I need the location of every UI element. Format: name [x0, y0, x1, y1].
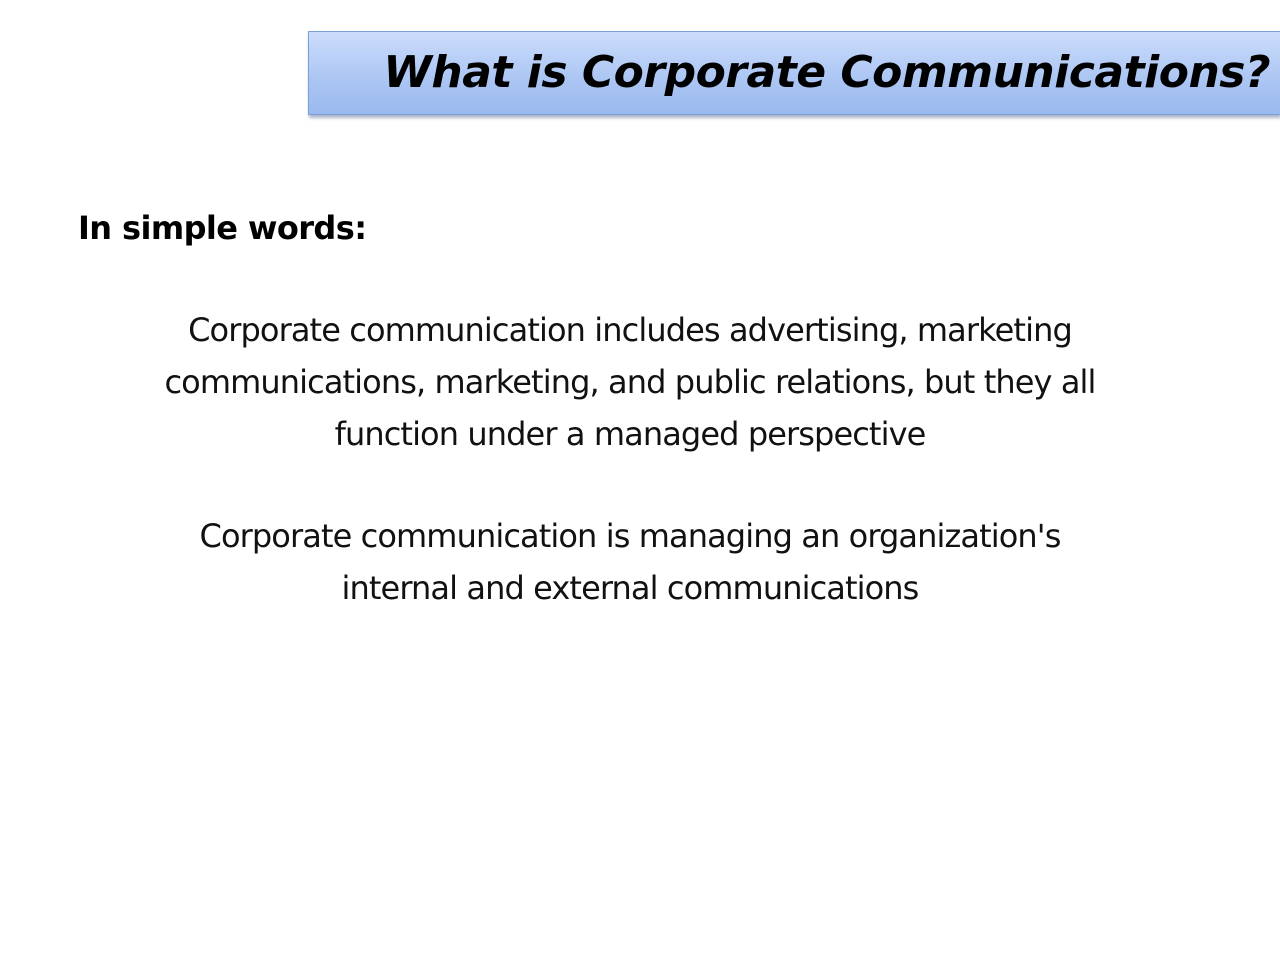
paragraph-line: internal and external communications	[341, 569, 920, 607]
subheading: In simple words:	[78, 209, 367, 247]
title-banner: What is Corporate Communications?	[308, 31, 1280, 115]
slide-title: What is Corporate Communications?	[383, 47, 1270, 98]
definition-paragraph-2: Corporate communication is managing an o…	[40, 510, 1220, 614]
definition-paragraph-1: Corporate communication includes adverti…	[40, 304, 1220, 460]
paragraph-line: Corporate communication is managing an o…	[199, 517, 1062, 555]
paragraph-line: communications, marketing, and public re…	[164, 363, 1096, 401]
paragraph-line: Corporate communication includes adverti…	[188, 311, 1073, 349]
paragraph-line: function under a managed perspective	[334, 415, 927, 453]
